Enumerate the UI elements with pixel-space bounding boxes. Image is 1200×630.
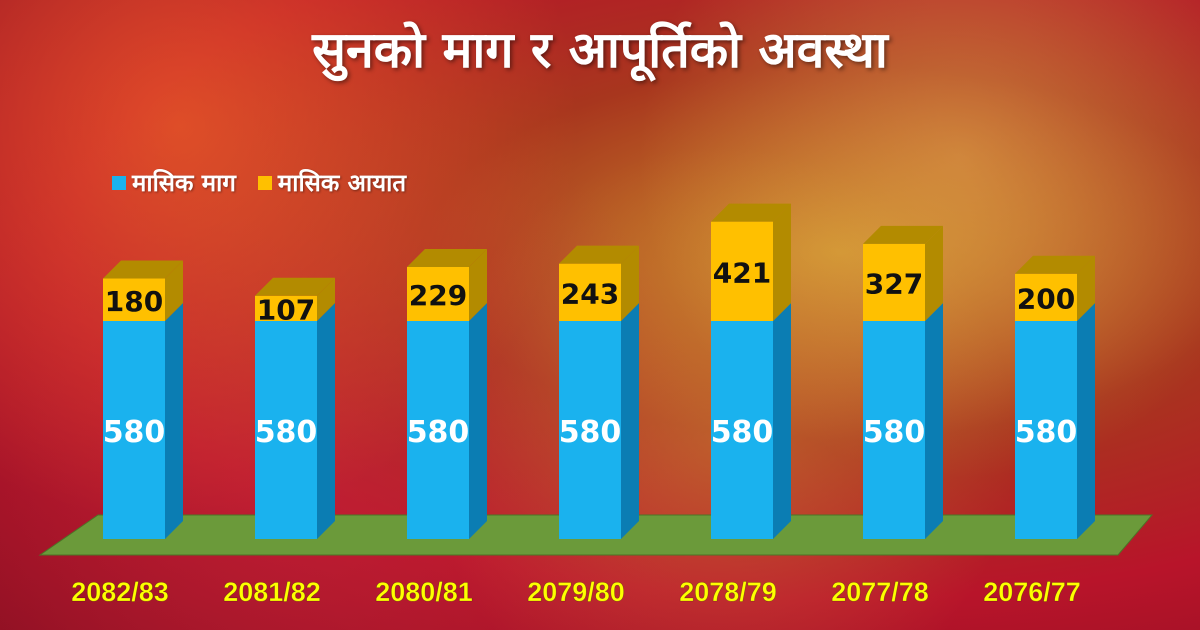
bar-import-side-2081/82 xyxy=(317,277,335,321)
category-label-2076/77: 2076/77 xyxy=(983,577,1081,607)
bar-demand-side-2082/83 xyxy=(165,303,183,539)
bar-import-2077/78 xyxy=(863,243,925,321)
data-label-import-2077/78: 327 xyxy=(865,267,923,300)
category-label-2082/83: 2082/83 xyxy=(71,577,169,607)
bar-demand-side-2079/80 xyxy=(621,303,639,539)
bar-import-side-2078/79 xyxy=(773,203,791,321)
legend: मासिक माग मासिक आयात xyxy=(112,166,406,199)
category-label-2080/81: 2080/81 xyxy=(375,577,473,607)
bar-demand-side-2080/81 xyxy=(469,303,487,539)
data-label-import-2081/82: 107 xyxy=(257,293,315,326)
bar-demand-2081/82 xyxy=(255,321,317,539)
legend-item-import: मासिक आयात xyxy=(257,166,407,199)
bar-top-2076/77 xyxy=(1015,255,1095,274)
data-label-demand-2080/81: 580 xyxy=(407,415,470,450)
bar-import-side-2079/80 xyxy=(621,245,639,321)
data-label-demand-2082/83: 580 xyxy=(103,415,166,450)
bar-demand-2078/79 xyxy=(711,321,773,539)
bar-demand-2076/77 xyxy=(1015,321,1077,539)
bar-top-2082/83 xyxy=(103,260,183,279)
legend-label-import: मासिक आयात xyxy=(277,169,407,197)
chart-title: सुनको माग र आपूर्तिको अवस्था xyxy=(312,21,888,79)
bar-top-2079/80 xyxy=(559,245,639,264)
bar-import-2082/83 xyxy=(103,278,165,321)
data-label-import-2078/79: 421 xyxy=(713,256,771,289)
bar-top-2080/81 xyxy=(407,248,487,267)
bar-demand-2079/80 xyxy=(559,321,621,539)
bar-demand-2080/81 xyxy=(407,321,469,539)
bar-demand-side-2081/82 xyxy=(317,303,335,539)
data-label-demand-2077/78: 580 xyxy=(863,415,926,450)
data-label-import-2076/77: 200 xyxy=(1017,282,1075,315)
data-label-import-2080/81: 229 xyxy=(409,279,467,312)
bar-demand-side-2077/78 xyxy=(925,303,943,539)
legend-item-demand: मासिक माग xyxy=(112,166,236,199)
bar-import-2076/77 xyxy=(1015,273,1077,321)
bar-import-2078/79 xyxy=(711,221,773,321)
bar-import-side-2080/81 xyxy=(469,248,487,321)
category-label-2081/82: 2081/82 xyxy=(223,577,321,607)
legend-label-demand: मासिक माग xyxy=(132,169,236,197)
bar-demand-side-2078/79 xyxy=(773,303,791,539)
bar-top-2078/79 xyxy=(711,203,791,222)
category-label-2079/80: 2079/80 xyxy=(527,577,625,607)
legend-swatch-import xyxy=(257,175,272,190)
bar-import-side-2076/77 xyxy=(1077,255,1095,321)
bar-import-2080/81 xyxy=(407,266,469,321)
data-label-demand-2078/79: 580 xyxy=(711,415,774,450)
legend-swatch-demand xyxy=(112,175,126,190)
data-label-import-2079/80: 243 xyxy=(561,277,619,310)
bar-import-2081/82 xyxy=(255,295,317,321)
bar-top-2077/78 xyxy=(863,225,943,244)
category-label-2077/78: 2077/78 xyxy=(831,577,929,607)
bar-import-2079/80 xyxy=(559,263,621,321)
bar-demand-2077/78 xyxy=(863,321,925,539)
bar-import-side-2077/78 xyxy=(925,225,943,321)
bar-import-side-2082/83 xyxy=(165,260,183,321)
category-label-2078/79: 2078/79 xyxy=(679,577,777,607)
data-label-import-2082/83: 180 xyxy=(105,285,163,318)
bar-top-2081/82 xyxy=(255,277,335,296)
data-label-demand-2081/82: 580 xyxy=(255,415,318,450)
bar-demand-side-2076/77 xyxy=(1077,303,1095,539)
data-label-demand-2079/80: 580 xyxy=(559,415,622,450)
bar-demand-2082/83 xyxy=(103,321,165,539)
data-label-demand-2076/77: 580 xyxy=(1015,415,1078,450)
